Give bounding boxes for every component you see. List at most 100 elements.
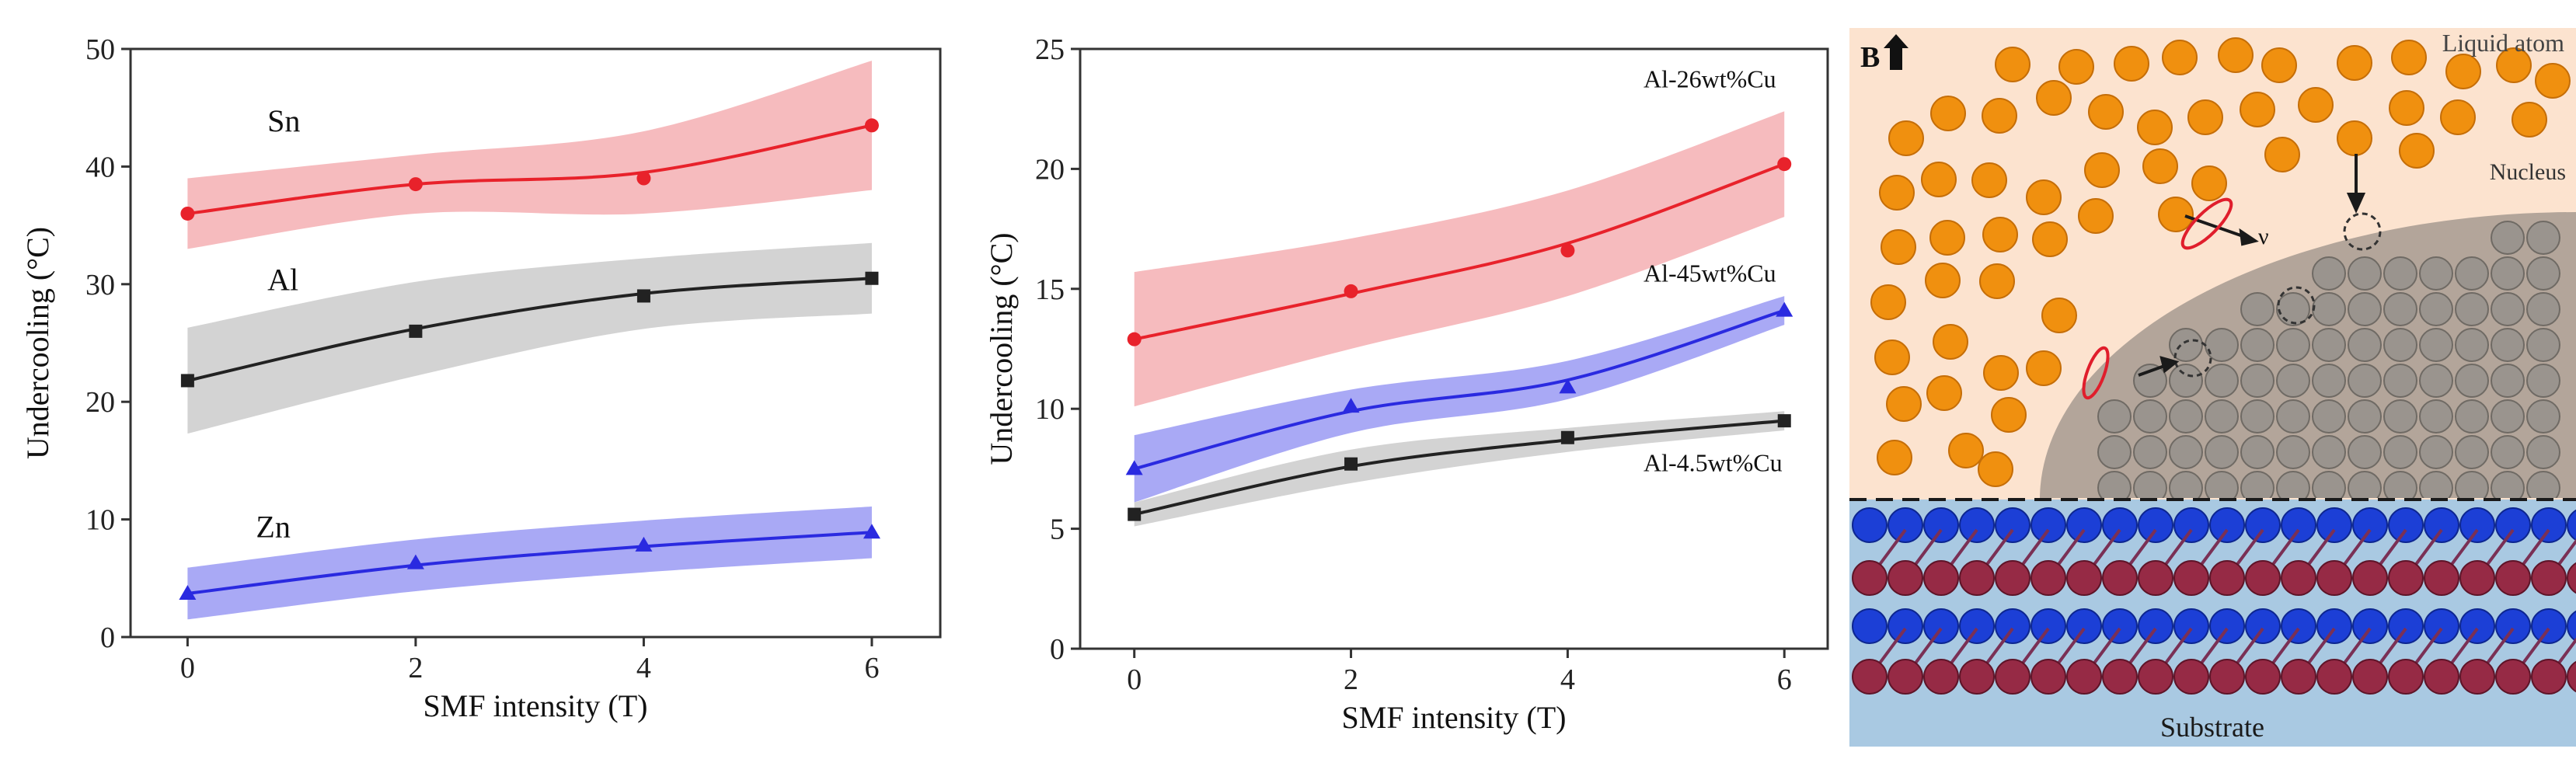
liquid-atom (2218, 37, 2254, 73)
substrate-atom (2281, 560, 2316, 596)
data-point-sn (180, 206, 195, 221)
substrate-atom (2066, 507, 2102, 543)
nucleus-atom (2169, 435, 2203, 469)
substrate-atom (1959, 608, 1995, 644)
nucleus-atom (2312, 256, 2346, 291)
substrate-atom (1888, 659, 1923, 695)
substrate-atom (1888, 507, 1923, 543)
nucleus-atom (2276, 435, 2310, 469)
nucleus-atom (2491, 292, 2525, 326)
y-tick-label: 0 (100, 622, 115, 654)
fit-line-sn (187, 124, 873, 215)
substrate-atom (1888, 608, 1923, 644)
data-point-al-4-5wt-cu (1777, 414, 1791, 428)
nucleus-atom (2526, 471, 2560, 498)
substrate-atom (2388, 560, 2424, 596)
arrow-head (2346, 193, 2366, 214)
liquid-atom (1929, 220, 1965, 256)
liquid-atom (1888, 120, 1924, 156)
nucleus-atom (2312, 399, 2346, 434)
data-point-zn (406, 554, 424, 569)
arrow-line (2138, 364, 2167, 377)
nucleus-atom (2133, 471, 2167, 498)
substrate-atom (1959, 659, 1995, 695)
substrate-atom (1852, 560, 1888, 596)
x-tick-label: 4 (636, 652, 651, 684)
substrate-atom (2316, 560, 2352, 596)
substrate-atom (2531, 608, 2567, 644)
nucleus-atom (2276, 399, 2310, 434)
substrate-atom (2173, 560, 2209, 596)
nucleus-atom (2240, 328, 2274, 362)
liquid-atom (1982, 217, 2018, 252)
nucleus-atom (2240, 364, 2274, 398)
substrate-atom (2352, 659, 2388, 695)
substrate-atoms (1852, 507, 2576, 695)
confidence-band-sn (187, 61, 872, 249)
substrate-atom (2030, 659, 2066, 695)
nucleus-atom (2205, 435, 2239, 469)
nucleus-atom (2383, 435, 2417, 469)
liquid-atom (2391, 40, 2427, 75)
nucleus-atom (2526, 256, 2560, 291)
x-tick-label: 6 (1777, 663, 1792, 696)
liquid-atom (2041, 298, 2077, 333)
substrate-atom (2567, 562, 2576, 594)
x-tick-label: 4 (1560, 663, 1575, 696)
nucleus-atom (2491, 256, 2525, 291)
liquid-atom (1991, 397, 2027, 433)
nucleus-atom (2455, 435, 2489, 469)
substrate-atom (2102, 507, 2138, 543)
nucleus-atom (2312, 328, 2346, 362)
liquid-atom (2445, 54, 2481, 89)
nucleus-atom (2169, 328, 2203, 362)
nucleus-atom (2348, 256, 2382, 291)
data-point-al-4-5wt-cu (1344, 457, 1358, 471)
nucleus-atom (2491, 364, 2525, 398)
chart-panel-alloys: Al-26wt%Cu Al-45wt%Cu Al-4.5wt%Cu 0 2 4 6 0 5 10 1… (979, 0, 1846, 769)
data-point-al-45wt-cu (1125, 460, 1143, 475)
data-point-al-26wt-cu (1560, 243, 1575, 258)
up-arrow-icon (1884, 34, 1908, 70)
substrate-atom (2424, 608, 2459, 644)
nucleus-atom (2348, 471, 2382, 498)
y-tick-label: 15 (1035, 273, 1065, 306)
substrate-atom (2281, 507, 2316, 543)
liquid-atom (2026, 179, 2062, 215)
nucleus-atom (2526, 399, 2560, 434)
substrate-atom (2459, 659, 2495, 695)
undercooling-chart-alloys: Al-26wt%Cu Al-45wt%Cu Al-4.5wt%Cu 0 2 4 6 0 5 10 1… (984, 33, 1829, 735)
liquid-atom (2187, 99, 2223, 135)
series-label: Al-26wt%Cu (1644, 64, 1776, 92)
nucleus-atom (2455, 292, 2489, 326)
substrate-atom (1852, 608, 1888, 644)
substrate-atom (2567, 509, 2576, 541)
series-label: Al (267, 262, 298, 297)
substrate-atom (2173, 608, 2209, 644)
data-point-al-45wt-cu (1776, 301, 1793, 317)
y-tick-label: 50 (85, 33, 115, 66)
nucleus-atom (2312, 364, 2346, 398)
liquid-atom (1874, 339, 1910, 375)
substrate-atom (2424, 659, 2459, 695)
liquid-atom (1921, 162, 1957, 197)
liquid-atoms (1870, 37, 2571, 487)
liquid-atom (2162, 40, 2198, 75)
x-axis-label: SMF intensity (T) (424, 688, 648, 723)
nucleus-atom (2205, 364, 2239, 398)
liquid-atom (2032, 221, 2068, 257)
nucleus-atom (2097, 435, 2132, 469)
nucleus-atom (2491, 221, 2525, 255)
nucleus-atom (2276, 292, 2310, 326)
substrate-atom (2316, 608, 2352, 644)
nucleus-atom (2526, 364, 2560, 398)
series-label: Al-45wt%Cu (1644, 259, 1776, 287)
nucleus-atom (2276, 328, 2310, 362)
nucleus-atom (2419, 435, 2453, 469)
nucleus-atom (2526, 328, 2560, 362)
liquid-atom (2084, 152, 2120, 188)
nucleus-atom (2383, 364, 2417, 398)
nucleus-atom (2312, 435, 2346, 469)
nucleus-atom (2526, 221, 2560, 255)
data-point-al-45wt-cu (1342, 398, 1360, 413)
